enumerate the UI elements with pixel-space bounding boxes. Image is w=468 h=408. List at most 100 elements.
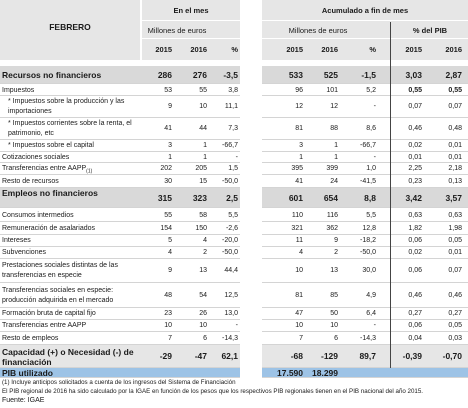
cell: 13 bbox=[199, 267, 207, 274]
cell: 1 bbox=[168, 154, 172, 161]
cell: 44 bbox=[199, 125, 207, 132]
row-label: Impuestos bbox=[2, 87, 35, 94]
table-row: * Impuestos sobre el capital 3 1 -66,7 3 1 -66… bbox=[0, 140, 468, 152]
cell: 1,98 bbox=[448, 225, 462, 232]
cell: 15 bbox=[199, 178, 207, 185]
cell: 0,01 bbox=[448, 249, 462, 256]
cell: 55 bbox=[199, 87, 207, 94]
column-header: 2016 bbox=[445, 45, 462, 54]
cell: 3,42 bbox=[405, 193, 422, 203]
row-label: * Impuestos sobre el capital bbox=[8, 142, 94, 149]
cell: -47 bbox=[194, 351, 207, 361]
cell: 5 bbox=[168, 237, 172, 244]
cell: 89,7 bbox=[359, 351, 376, 361]
cell: -50,0 bbox=[222, 249, 238, 256]
cell: 81 bbox=[295, 292, 303, 299]
cell: 202 bbox=[160, 165, 172, 172]
cell: 96 bbox=[295, 87, 303, 94]
cell: -66,7 bbox=[222, 142, 238, 149]
cell: 44,4 bbox=[224, 267, 238, 274]
unit-header: Millones de euros bbox=[147, 26, 207, 35]
rule bbox=[142, 20, 240, 21]
cell: 3 bbox=[168, 142, 172, 149]
cell: 3,8 bbox=[228, 87, 238, 94]
divider bbox=[390, 22, 391, 368]
table-row: Transferencias entre AAPP(1) 202 205 1,5 395… bbox=[0, 163, 468, 175]
row-label: Empleos no financieros bbox=[2, 188, 98, 198]
cell: 5,5 bbox=[366, 212, 376, 219]
cell: 1,5 bbox=[228, 165, 238, 172]
unit-header: % del PIB bbox=[412, 26, 448, 35]
group-header: Acumulado a fin de mes bbox=[321, 6, 409, 15]
cell: 0,27 bbox=[448, 310, 462, 317]
cell: 7 bbox=[299, 335, 303, 342]
cell: 41 bbox=[295, 178, 303, 185]
source: Fuente: IGAE bbox=[2, 397, 45, 404]
column-header: 2016 bbox=[190, 45, 207, 54]
table-row: Intereses 5 4 -20,0 11 9 -18,2 0,06 0,05 bbox=[0, 235, 468, 247]
table-row: * Impuestos sobre la producción y las im… bbox=[0, 96, 468, 118]
cell: 12,5 bbox=[224, 292, 238, 299]
table-row: Transferencias entre AAPP 10 10 - 10 10 - 0,06 0… bbox=[0, 320, 468, 332]
footnote: (1) Incluye anticipos solicitados a cuen… bbox=[2, 379, 236, 386]
cell: 533 bbox=[288, 70, 303, 80]
cell: 6,4 bbox=[366, 310, 376, 317]
cell: 601 bbox=[288, 193, 303, 203]
unit-header: Millones de euros bbox=[288, 26, 348, 35]
row-label: Consumos intermedios bbox=[2, 212, 74, 219]
cell: 8,8 bbox=[364, 193, 376, 203]
cell: 205 bbox=[195, 165, 207, 172]
cell: 11,1 bbox=[224, 103, 238, 110]
cell: 1 bbox=[203, 154, 207, 161]
row-label: Prestaciones sociales distintas de las t… bbox=[2, 262, 118, 279]
row-label: Capacidad (+) o Necesidad (-) de financi… bbox=[2, 346, 134, 367]
cell: 13,0 bbox=[224, 310, 238, 317]
cell: 0,07 bbox=[408, 103, 422, 110]
table-row: Consumos intermedios 55 58 5,5 110 116 5,5 0,63… bbox=[0, 210, 468, 222]
cell: 58 bbox=[199, 212, 207, 219]
header-box bbox=[142, 0, 240, 60]
cell: 30 bbox=[164, 178, 172, 185]
cell: 10 bbox=[199, 322, 207, 329]
table-row: Formación bruta de capital fijo 23 26 13,0 4… bbox=[0, 308, 468, 320]
row-label: Transferencias entre AAPP(1) bbox=[2, 165, 93, 175]
cell: 321 bbox=[291, 225, 303, 232]
cell: -14,3 bbox=[360, 335, 376, 342]
cell: 0,07 bbox=[448, 103, 462, 110]
cell: 0,02 bbox=[408, 249, 422, 256]
cell: 110 bbox=[291, 212, 303, 219]
cell: 0,06 bbox=[408, 237, 422, 244]
cell: -50,0 bbox=[360, 249, 376, 256]
cell: -29 bbox=[159, 351, 172, 361]
row-label: Remuneración de asalariados bbox=[2, 225, 95, 232]
cell: -3,5 bbox=[223, 70, 238, 80]
cell: 12 bbox=[295, 103, 303, 110]
cell: 3 bbox=[299, 142, 303, 149]
cell: 0,46 bbox=[408, 125, 422, 132]
cell: 0,03 bbox=[448, 335, 462, 342]
cell: 0,23 bbox=[408, 178, 422, 185]
cell: -41,5 bbox=[360, 178, 376, 185]
cell: 1 bbox=[203, 142, 207, 149]
table-row: Subvenciones 4 2 -50,0 4 2 -50,0 0,02 0,01 bbox=[0, 247, 468, 259]
table-row: Capacidad (+) o Necesidad (-) de financi… bbox=[0, 345, 468, 368]
cell: 0,55 bbox=[408, 87, 422, 94]
cell: 10 bbox=[199, 103, 207, 110]
column-header: 2016 bbox=[321, 45, 338, 54]
table-row: Remuneración de asalariados 154 150 -2,6 321… bbox=[0, 222, 468, 235]
table-row: Cotizaciones sociales 1 1 - 1 1 - 0,01 0,01 bbox=[0, 152, 468, 163]
cell: 13 bbox=[330, 267, 338, 274]
row-label: Intereses bbox=[2, 237, 31, 244]
row-label: Transferencias sociales en especie: prod… bbox=[2, 286, 114, 304]
cell: 0,13 bbox=[448, 178, 462, 185]
cell: 0,07 bbox=[448, 267, 462, 274]
cell: 10 bbox=[295, 322, 303, 329]
cell: 116 bbox=[326, 212, 338, 219]
cell: -0,70 bbox=[442, 351, 462, 361]
cell: 150 bbox=[195, 225, 207, 232]
cell: 9 bbox=[334, 237, 338, 244]
cell: 5,5 bbox=[228, 212, 238, 219]
row-label: * Impuestos sobre la producción y las im… bbox=[8, 98, 125, 115]
cell: 48 bbox=[164, 292, 172, 299]
